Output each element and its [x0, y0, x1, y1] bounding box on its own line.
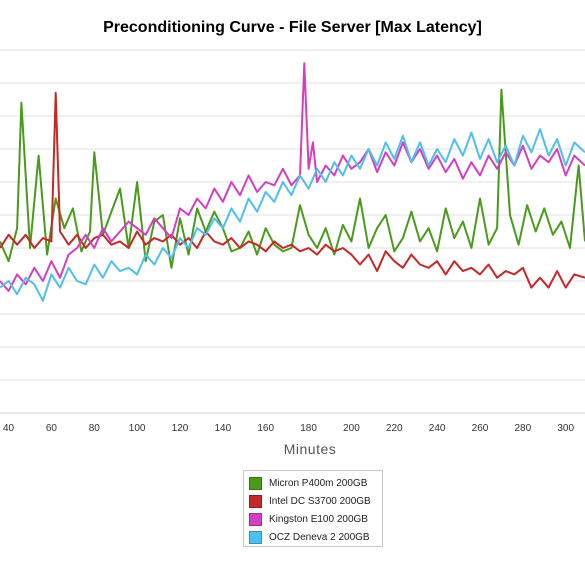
- legend-swatch-4: [249, 530, 262, 544]
- x-tick-label: 300: [557, 423, 574, 434]
- legend-item-3[interactable]: Kingston E100 200GB: [249, 510, 382, 528]
- x-tick-label: 280: [515, 423, 532, 434]
- legend: Micron P400m 200GB Intel DC S3700 200GB …: [243, 470, 383, 547]
- x-axis-label: Minutes: [283, 441, 337, 457]
- x-tick-label: 140: [215, 423, 232, 434]
- x-tick-label: 260: [472, 423, 489, 434]
- x-tick-label: 80: [89, 423, 101, 434]
- x-tick-label: 240: [429, 423, 446, 434]
- series-line-1: [0, 88, 585, 269]
- legend-swatch-3: [249, 512, 262, 526]
- series-line-3: [0, 62, 585, 292]
- legend-label-2: Intel DC S3700 200GB: [269, 495, 371, 507]
- legend-swatch-1: [249, 476, 262, 490]
- x-tick-label: 40: [3, 423, 15, 434]
- legend-item-4[interactable]: OCZ Deneva 2 200GB: [249, 528, 382, 546]
- legend-item-1[interactable]: Micron P400m 200GB: [249, 474, 382, 492]
- x-tick-label: 100: [129, 423, 146, 434]
- series-line-4: [0, 128, 585, 302]
- x-tick-label: 220: [386, 423, 403, 434]
- chart-title: Preconditioning Curve - File Server [Max…: [103, 19, 482, 36]
- x-tick-label: 120: [172, 423, 189, 434]
- x-tick-label: 180: [300, 423, 317, 434]
- x-tick-label: 60: [46, 423, 58, 434]
- x-tick-label: 200: [343, 423, 360, 434]
- legend-label-4: OCZ Deneva 2 200GB: [269, 531, 370, 543]
- legend-item-2[interactable]: Intel DC S3700 200GB: [249, 492, 382, 510]
- legend-label-3: Kingston E100 200GB: [269, 513, 368, 525]
- x-tick-label: 160: [257, 423, 274, 434]
- x-tick-labels: 40 60 80 100 120 140 160 180 200 220 240 260 280 300: [3, 423, 574, 434]
- legend-label-1: Micron P400m 200GB: [269, 477, 368, 489]
- legend-swatch-2: [249, 494, 262, 508]
- series-lines: [0, 62, 585, 302]
- grid-lines: [0, 49, 585, 414]
